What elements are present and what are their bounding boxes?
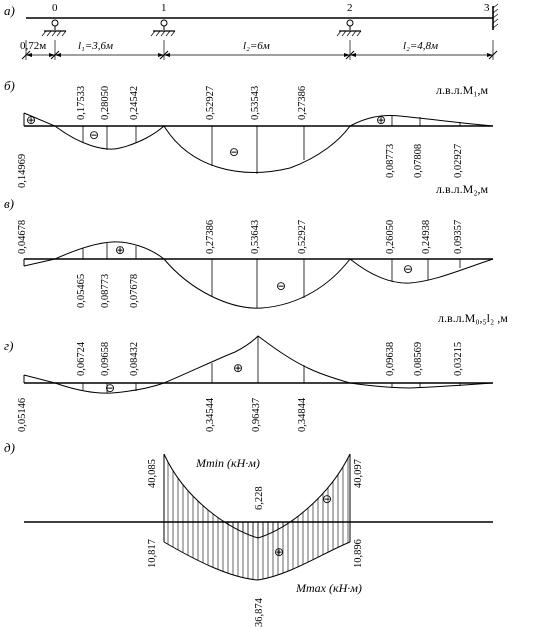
dim-overhang: 0,72м — [20, 40, 46, 52]
il-m1-value: 0,27386 — [297, 86, 308, 120]
il-m05-value: 0,08569 — [413, 342, 424, 376]
il-m05-value: 0,06724 — [76, 341, 87, 376]
il-m1-curve — [23, 112, 494, 173]
il-m1-value: 0,52927 — [205, 86, 216, 120]
plus-sign-icon: ⊕ — [26, 113, 36, 127]
m-min-label: Mmin (кН·м) — [195, 456, 260, 470]
il-m05-value: 0,34844 — [297, 397, 308, 432]
moment-envelope: д) 40,085 6,228 40,097 10,817 10,896 36,… — [4, 440, 493, 627]
il-m2-title: л.в.л.M₂,м — [436, 182, 488, 196]
il-m2-value: 0,27386 — [205, 220, 216, 254]
influence-line-m2: в) л.в.л.M₂,м 0,04678 0,27386 0,53643 0,… — [4, 182, 494, 309]
support-0-label: 0 — [52, 2, 58, 14]
plus-sign-icon: ⊕ — [115, 243, 125, 257]
il-m2-curve — [23, 241, 494, 309]
il-m2-value: 0,24938 — [421, 220, 432, 254]
il-m1-value: 0,28050 — [100, 86, 111, 120]
il-m2-value: 0,08773 — [100, 274, 111, 308]
envelope-value: 40,097 — [353, 459, 364, 488]
il-m2-value: 0,07678 — [129, 274, 140, 308]
minus-sign-icon: ⊖ — [229, 145, 239, 159]
il-m05-value: 0,09658 — [100, 342, 111, 376]
support-2-label: 2 — [347, 2, 353, 14]
minus-sign-icon: ⊖ — [322, 492, 332, 506]
il-m05-value: 0,05146 — [17, 398, 28, 432]
minus-sign-icon: ⊖ — [403, 262, 413, 276]
envelope-value: 6,228 — [254, 486, 265, 510]
il-m05-title: л.в.л.M₀,₅l₂ ,м — [438, 311, 508, 325]
section-e-label: д) — [4, 440, 15, 455]
il-m05-value: 0,08432 — [129, 342, 140, 376]
il-m2-value: 0,09357 — [453, 220, 464, 254]
support-1 — [150, 19, 176, 37]
il-m1-value: 0,24542 — [129, 86, 140, 120]
dim-span-3: l₂=4,8м — [403, 40, 438, 52]
section-d-label: г) — [4, 338, 13, 353]
il-m05-value: 0,96437 — [251, 398, 262, 432]
envelope-value: 10,817 — [147, 539, 158, 568]
support-2 — [336, 19, 362, 37]
envelope-value: 36,874 — [254, 597, 265, 627]
dim-span-1: l₁=3,6м — [78, 40, 113, 52]
section-b-label: б) — [4, 78, 15, 93]
il-m1-value: 0,53543 — [250, 86, 261, 120]
plus-sign-icon: ⊕ — [233, 361, 243, 375]
il-m05-value: 0,09638 — [385, 342, 396, 376]
influence-line-m05: г) л.в.л.M₀,₅l₂ ,м 0,06724 0,09658 0,084… — [4, 311, 508, 432]
support-1-label: 1 — [161, 2, 167, 14]
il-m1-title: л.в.л.M₁,м — [436, 83, 488, 97]
minus-sign-icon: ⊖ — [89, 128, 99, 142]
plus-sign-icon: ⊕ — [274, 545, 284, 559]
dim-span-2: l₂=6м — [243, 40, 270, 52]
support-3-fixed — [492, 3, 499, 30]
il-m05-value: 0,03215 — [453, 342, 464, 376]
il-m05-value: 0,34544 — [205, 397, 216, 432]
il-m1-value: 0,17533 — [76, 86, 87, 120]
il-m2-value: 0,05465 — [76, 274, 87, 308]
influence-line-m1: б) л.в.л.M₁,м 0,17533 0,28050 0,24542 0,… — [4, 78, 494, 188]
il-m2-value: 0,04678 — [17, 220, 28, 254]
envelope-value: 10,896 — [353, 539, 364, 568]
minus-sign-icon: ⊖ — [105, 381, 115, 395]
section-a-label: a) — [4, 3, 15, 18]
beam-scheme: a) 0 1 2 3 — [4, 2, 499, 60]
il-m2-value: 0,53643 — [250, 220, 261, 254]
dimension-line — [21, 40, 498, 60]
il-m1-value: 0,08773 — [385, 144, 396, 178]
il-m1-value: 0,14969 — [17, 154, 28, 188]
support-0 — [41, 19, 67, 37]
m-max-hatching — [167, 522, 349, 580]
il-m2-value: 0,26050 — [385, 220, 396, 254]
envelope-value: 40,085 — [147, 459, 158, 488]
support-3-label: 3 — [484, 2, 490, 14]
m-max-curve — [163, 541, 351, 581]
m-max-label: Mmax (кН·м) — [295, 581, 362, 595]
section-c-label: в) — [4, 196, 14, 211]
il-m2-value: 0,52927 — [297, 220, 308, 254]
minus-sign-icon: ⊖ — [276, 279, 286, 293]
plus-sign-icon: ⊕ — [376, 113, 386, 127]
il-m1-value: 0,07808 — [413, 144, 424, 178]
il-m1-value: 0,02927 — [453, 144, 464, 178]
